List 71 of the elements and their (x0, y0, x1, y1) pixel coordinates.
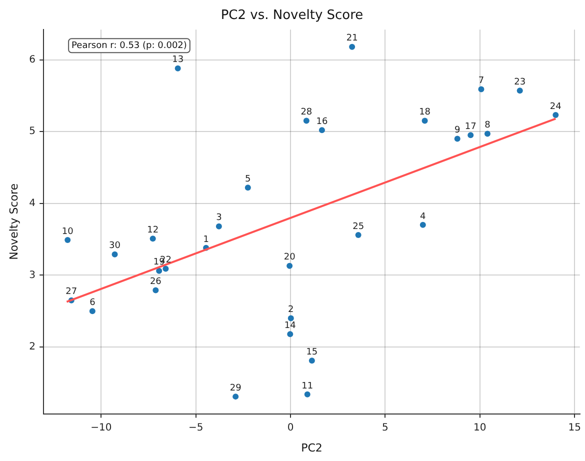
point (303, 118, 310, 124)
annotation: 28 (300, 108, 312, 118)
annotation: 17 (464, 122, 476, 132)
annotation: 3 (216, 213, 222, 224)
annotation: 24 (550, 102, 562, 112)
y-tick-label: 5 (29, 126, 36, 138)
annotation: 6 (90, 298, 96, 308)
annotation: 26 (150, 277, 162, 288)
x-tick-label: −5 (188, 422, 204, 434)
point (318, 127, 325, 134)
annotation: 9 (454, 126, 460, 136)
point (355, 232, 362, 238)
point (288, 315, 294, 322)
point (244, 184, 251, 191)
point (478, 86, 484, 92)
point (552, 112, 559, 118)
y-tick-label: 4 (29, 198, 36, 209)
point (216, 223, 222, 230)
annotation: 11 (302, 381, 314, 392)
x-axis-title: PC2 (301, 441, 322, 454)
point (64, 237, 71, 244)
annotation: 29 (230, 383, 242, 394)
annotation: 27 (66, 287, 78, 298)
annotation: Pearson r: 0.53 (p: 0.002) (72, 40, 187, 51)
point (304, 391, 310, 398)
x-tick-label: −10 (90, 422, 112, 434)
chart-title: PC2 vs. Novelty Score (220, 8, 364, 24)
y-tick-label: 2 (29, 342, 36, 353)
annotation: 16 (316, 116, 328, 127)
annotation: 8 (484, 120, 491, 131)
annotation: 5 (245, 174, 251, 184)
y-tick-label: 3 (29, 270, 36, 281)
annotation: 25 (352, 222, 364, 232)
point (484, 130, 490, 137)
point (422, 118, 428, 124)
point (156, 268, 162, 274)
y-tick-label: 6 (29, 54, 36, 66)
annotation: 21 (346, 34, 358, 44)
point (287, 331, 294, 338)
annotation: 14 (284, 320, 296, 331)
annotation: 2 (288, 305, 294, 316)
annotation: 20 (284, 252, 296, 263)
point (349, 44, 356, 50)
point (174, 65, 181, 72)
point (232, 394, 239, 400)
x-tick-label: 15 (568, 422, 581, 434)
annotation: 10 (62, 226, 74, 237)
point (468, 132, 474, 138)
annotation: 13 (172, 55, 184, 66)
y-axis-title: Novelty Score (7, 183, 20, 260)
point (112, 251, 118, 258)
annotation: 7 (478, 76, 484, 86)
x-tick-label: 0 (287, 422, 294, 434)
point (150, 236, 156, 242)
point (420, 222, 426, 228)
point (454, 136, 460, 142)
annotation: 23 (514, 77, 526, 88)
point (286, 262, 293, 269)
annotation: 4 (420, 212, 426, 222)
x-tick-label: 10 (474, 422, 486, 434)
annotation: 12 (147, 225, 159, 236)
x-tick-label: 5 (382, 422, 388, 434)
annotation: 15 (306, 348, 318, 358)
annotation: 18 (419, 108, 431, 118)
point (516, 88, 523, 94)
point (308, 358, 315, 364)
annotation: 1 (203, 234, 209, 245)
point (89, 308, 96, 314)
point (162, 266, 169, 272)
point (152, 287, 159, 294)
annotation: 30 (109, 241, 121, 252)
